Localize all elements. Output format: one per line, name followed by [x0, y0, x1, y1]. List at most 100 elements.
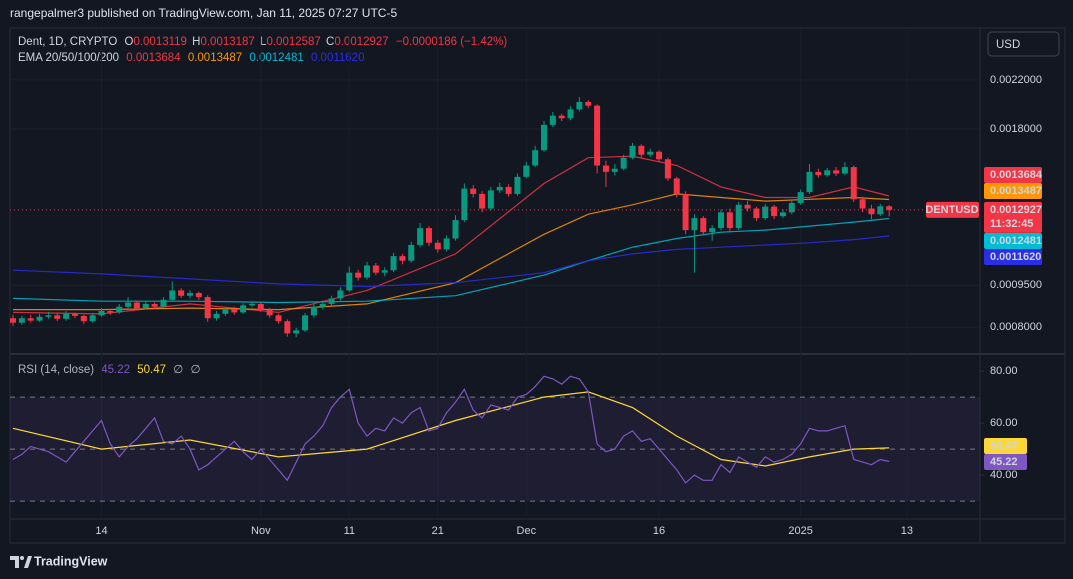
candle-body [240, 305, 247, 313]
candle-body [647, 151, 654, 155]
na-symbol: ∅ [173, 364, 183, 376]
logo-part [20, 556, 24, 560]
candle-body [151, 303, 158, 307]
candle-body [222, 309, 229, 314]
candle-body [399, 256, 406, 261]
ema-badge [984, 249, 1042, 265]
x-tick-label: 11 [344, 525, 355, 537]
candle-body [63, 313, 70, 319]
candle-body [700, 218, 707, 233]
candle-body [487, 190, 494, 209]
candle-body [195, 293, 202, 298]
candle-body [709, 228, 716, 233]
countdown-label: 11:32:45 [990, 218, 1033, 230]
candle-body [408, 244, 415, 261]
candle-body [718, 212, 724, 229]
y-tick-label: 60.00 [990, 417, 1018, 429]
low-label: L [260, 36, 267, 48]
rsi-badge [984, 454, 1027, 470]
candle-body [744, 204, 751, 209]
rsi-ma-badge [984, 438, 1027, 454]
candle-body [532, 150, 539, 166]
ema-line [12, 155, 890, 315]
candle-body [425, 228, 432, 243]
candle-body [549, 115, 556, 125]
ema-badge-label: 0.0013487 [990, 185, 1042, 197]
ema-value: 0.0013487 [188, 52, 242, 64]
high-label: H [192, 36, 200, 48]
candle-body [231, 309, 238, 313]
candle-body [142, 303, 149, 309]
currency-label[interactable]: USD [996, 39, 1020, 51]
ema-badge-label: 0.0012481 [990, 235, 1042, 247]
candle-body [594, 105, 601, 166]
price-badge [984, 201, 1042, 233]
candle-body [833, 170, 840, 174]
candle-body [461, 188, 468, 221]
candle-body [302, 315, 309, 331]
candle-body [45, 315, 52, 317]
change: −0.0000186 (−1.42%) [396, 36, 507, 48]
symbol-legend: Dent, 1D, CRYPTO O0.0013119 H0.0013187 L… [18, 36, 507, 48]
candle-body [859, 199, 866, 209]
candle-body [328, 298, 335, 304]
candle-body [443, 238, 450, 250]
y-tick-label: 0.0018000 [990, 123, 1042, 135]
price-label: 0.0012927 [990, 204, 1042, 216]
rsi-value: 45.22 [101, 364, 130, 376]
candle-body [585, 101, 592, 106]
candle-body [629, 145, 636, 158]
y-tick-label: 0.0008000 [990, 321, 1042, 333]
close-value: 0.0012927 [334, 36, 388, 48]
header-text: rangepalmer3 published on TradingView.co… [10, 6, 397, 20]
rsi-ma-badge-label: 50.47 [990, 440, 1018, 452]
candle-body [762, 206, 769, 219]
low-value: 0.0012587 [266, 36, 320, 48]
rsi-ma-value: 50.47 [137, 364, 166, 376]
y-tick-label: 80.00 [990, 365, 1018, 377]
candle-body [355, 272, 362, 278]
candle-body [576, 101, 583, 110]
candle-body [275, 315, 282, 322]
candle-body [390, 256, 397, 271]
candle-body [886, 206, 893, 210]
y-tick-label: 0.0022000 [990, 74, 1042, 86]
candle-body [735, 204, 742, 229]
ema-value: 0.0012481 [249, 52, 303, 64]
candle-body [266, 309, 273, 316]
ema-badge [984, 167, 1042, 183]
candle-body [178, 290, 185, 296]
currency-button[interactable] [987, 31, 1060, 57]
candle-body [523, 165, 530, 177]
candle-body [656, 151, 663, 160]
symbol-badge [926, 201, 979, 218]
x-tick-label: 14 [95, 525, 107, 537]
open-label: O [124, 36, 133, 48]
candle-body [89, 315, 96, 322]
candle-body [160, 299, 167, 307]
candle-body [54, 315, 61, 319]
candle-body [541, 124, 547, 151]
candle-body [169, 290, 176, 300]
candle-body [567, 109, 574, 119]
candle-body [877, 206, 884, 215]
x-tick-label: Dec [517, 525, 537, 537]
ema-badge-label: 0.0013684 [990, 169, 1043, 181]
candle-body [682, 193, 689, 231]
candle-body [611, 168, 618, 172]
ema-badge [984, 233, 1042, 249]
ema-line [13, 193, 890, 311]
candle-body [248, 303, 255, 306]
symbol: Dent, 1D, CRYPTO [18, 36, 117, 48]
candle-body [434, 242, 441, 250]
ema-title: EMA 20/50/100/200 [18, 52, 119, 64]
candle-body [788, 202, 795, 213]
x-tick-label: 16 [653, 525, 665, 537]
ema-badge [984, 183, 1042, 199]
x-tick-label: 2025 [788, 525, 812, 537]
candle-body [558, 115, 565, 119]
y-tick-label: 0.0009500 [990, 279, 1042, 291]
candle-body [36, 316, 43, 321]
candle-body [133, 302, 140, 309]
candle-body [346, 272, 353, 291]
